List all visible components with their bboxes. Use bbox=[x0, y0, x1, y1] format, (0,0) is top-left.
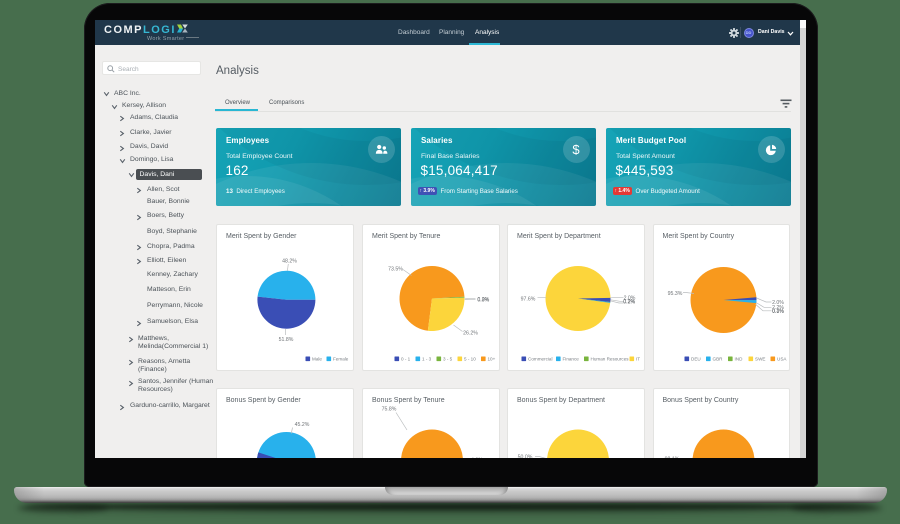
svg-text:0.3%: 0.3% bbox=[772, 309, 784, 315]
svg-text:Human Resources: Human Resources bbox=[591, 357, 630, 362]
svg-text:Male: Male bbox=[312, 357, 322, 362]
svg-text:48.2%: 48.2% bbox=[282, 259, 297, 265]
svg-text:5 - 10: 5 - 10 bbox=[464, 357, 476, 362]
svg-text:0.1%: 0.1% bbox=[772, 309, 784, 315]
svg-text:Female: Female bbox=[333, 357, 349, 362]
svg-text:4.6%: 4.6% bbox=[471, 458, 483, 459]
svg-text:51.8%: 51.8% bbox=[279, 337, 294, 343]
svg-text:DEU: DEU bbox=[691, 357, 701, 362]
svg-text:73.5%: 73.5% bbox=[388, 267, 403, 273]
svg-text:Finance: Finance bbox=[563, 357, 580, 362]
svg-text:SWE: SWE bbox=[755, 357, 765, 362]
svg-text:98.1%: 98.1% bbox=[664, 457, 679, 459]
svg-text:Commercial: Commercial bbox=[528, 357, 553, 362]
svg-text:0.2%: 0.2% bbox=[623, 300, 635, 306]
svg-text:2.0%: 2.0% bbox=[624, 295, 636, 301]
svg-text:10+: 10+ bbox=[488, 357, 496, 362]
svg-text:0 - 1: 0 - 1 bbox=[401, 357, 411, 362]
svg-text:75.8%: 75.8% bbox=[382, 407, 397, 413]
svg-text:IND: IND bbox=[734, 357, 743, 362]
svg-text:3 - 5: 3 - 5 bbox=[443, 357, 453, 362]
svg-text:2.2%: 2.2% bbox=[772, 305, 784, 311]
svg-text:26.2%: 26.2% bbox=[463, 330, 478, 336]
svg-text:45.2%: 45.2% bbox=[295, 422, 310, 428]
svg-text:IT: IT bbox=[636, 357, 640, 362]
svg-text:50.0%: 50.0% bbox=[518, 455, 533, 459]
svg-text:95.3%: 95.3% bbox=[667, 291, 682, 297]
svg-text:GBR: GBR bbox=[712, 357, 723, 362]
svg-text:0.3%: 0.3% bbox=[477, 297, 489, 303]
svg-text:0.2%: 0.2% bbox=[623, 299, 635, 305]
svg-text:97.6%: 97.6% bbox=[521, 296, 536, 302]
svg-text:2.0%: 2.0% bbox=[772, 300, 784, 306]
svg-text:USA: USA bbox=[777, 357, 787, 362]
svg-text:0.0%: 0.0% bbox=[477, 297, 489, 303]
svg-text:1 - 3: 1 - 3 bbox=[422, 357, 432, 362]
